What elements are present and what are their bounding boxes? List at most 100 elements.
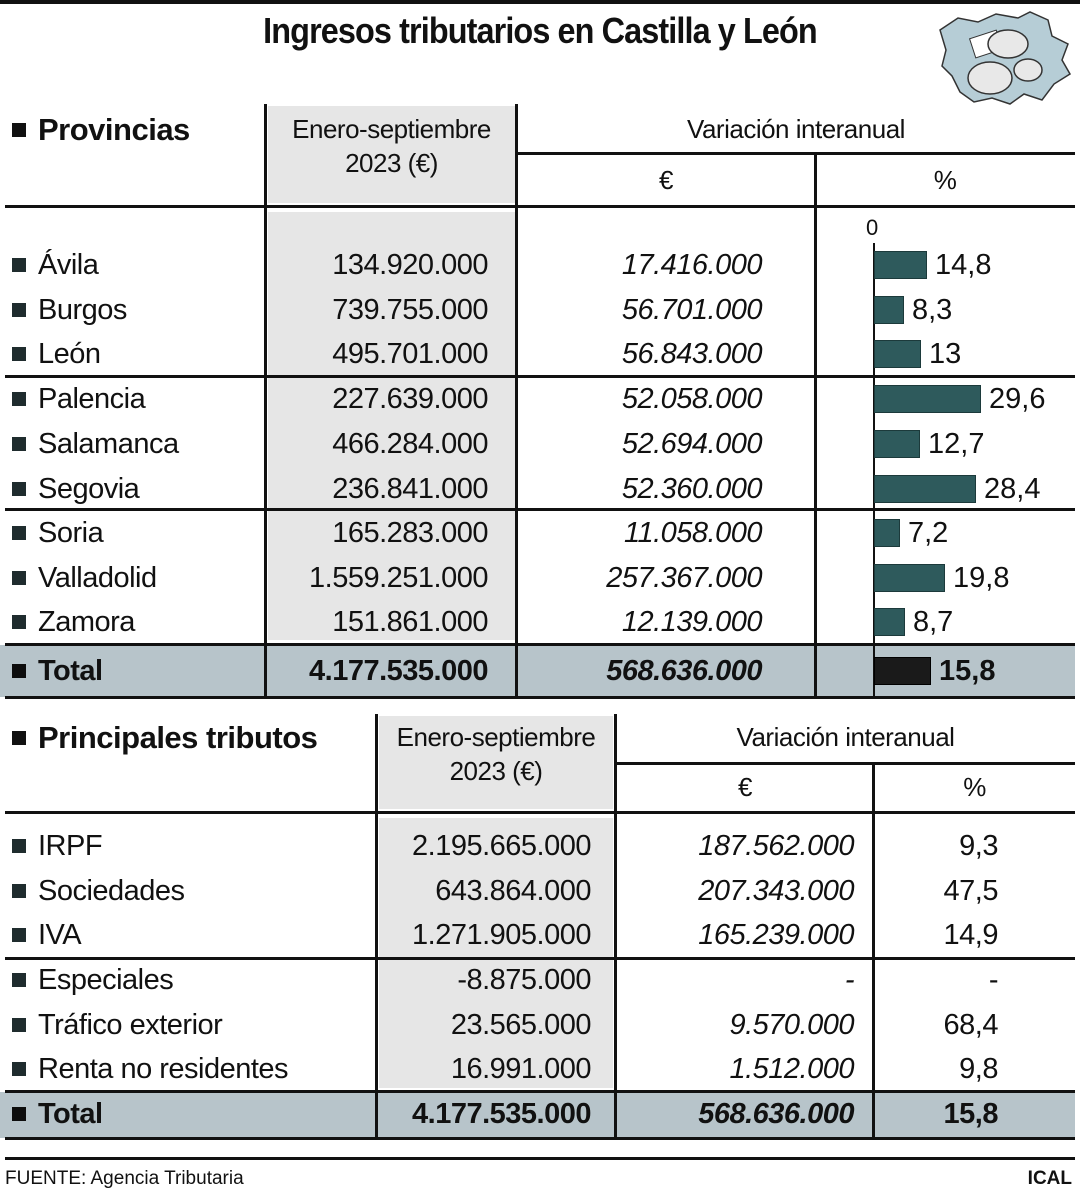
column-divider (515, 104, 518, 699)
section-title-text: Provincias (38, 112, 190, 147)
square-bullet-icon (12, 303, 26, 317)
row-label: IRPF (12, 824, 103, 868)
variation-pct-cell: 68,4 (943, 1009, 999, 1041)
square-bullet-icon (12, 664, 26, 678)
column-divider (264, 104, 267, 699)
variation-pct-cell: - (988, 964, 999, 996)
bar (874, 340, 921, 368)
table-row: Burgos 739.755.000 56.701.000 8,3 (0, 288, 1080, 332)
amount-cell: 495.701.000 (332, 338, 488, 370)
table-row: IVA 1.271.905.000 165.239.000 14,9 (0, 913, 1080, 957)
bar (874, 608, 905, 636)
row-label: Palencia (12, 377, 146, 421)
total-bar (874, 657, 931, 685)
header-rule (5, 811, 1075, 814)
header-rule (5, 205, 1075, 208)
bar (874, 519, 900, 547)
row-label: Total (12, 649, 103, 693)
square-bullet-icon (12, 884, 26, 898)
bar-value-label: 28,4 (984, 473, 1041, 505)
total-variation-pct-cell: 15,8 (943, 1098, 999, 1130)
total-rule (5, 1090, 1075, 1093)
square-bullet-icon (12, 482, 26, 496)
row-label-text: IVA (38, 919, 82, 951)
pct-header: % (933, 165, 957, 195)
row-label-text: Zamora (38, 606, 135, 638)
bottom-rule (5, 1137, 1075, 1140)
amount-cell: -8.875.000 (457, 964, 591, 996)
total-variation-eur-cell: 568.636.000 (698, 1098, 854, 1130)
column-divider (872, 763, 875, 1139)
square-bullet-icon (12, 615, 26, 629)
table-row: Ávila 134.920.000 17.416.000 14,8 (0, 243, 1080, 287)
row-label: IVA (12, 913, 82, 957)
total-rule (5, 643, 1075, 646)
source-note: FUENTE: Agencia Tributaria (5, 1168, 244, 1189)
column-divider (375, 714, 378, 1139)
row-label-text: Tráfico exterior (38, 1009, 223, 1041)
square-bullet-icon (12, 123, 26, 137)
row-label: Sociedades (12, 869, 185, 913)
table-row: Salamanca 466.284.000 52.694.000 12,7 (0, 422, 1080, 466)
square-bullet-icon (12, 258, 26, 272)
period-header-line2: 2023 (€) (449, 756, 543, 786)
section-title-provincias: Provincias (12, 110, 190, 150)
amount-cell: 466.284.000 (332, 428, 488, 460)
bar (874, 430, 920, 458)
total-bar-value-label: 15,8 (939, 655, 996, 687)
credit: ICAL (1027, 1168, 1072, 1189)
section-title-tributos: Principales tributos (12, 718, 318, 758)
amount-cell: 1.271.905.000 (412, 919, 591, 951)
total-variation-eur-cell: 568.636.000 (606, 655, 762, 687)
castilla-leon-map-coins-icon (939, 11, 1072, 105)
bar (874, 475, 976, 503)
axis-zero-label: 0 (866, 215, 879, 240)
row-label-text: Burgos (38, 294, 127, 326)
square-bullet-icon (12, 731, 26, 745)
row-label-text: IRPF (38, 830, 103, 862)
period-header-shade (379, 716, 613, 809)
bar-value-label: 29,6 (989, 383, 1046, 415)
period-header: Enero-septiembre 2023 (€) (379, 720, 613, 788)
column-divider (614, 714, 617, 1139)
variation-eur-cell: 187.562.000 (698, 830, 854, 862)
variation-pct-cell: 14,9 (943, 919, 999, 951)
table-row: Soria 165.283.000 11.058.000 7,2 (0, 511, 1080, 555)
group-rule (5, 957, 1075, 960)
square-bullet-icon (12, 437, 26, 451)
period-header-line2: 2023 (€) (345, 148, 438, 178)
square-bullet-icon (12, 1018, 26, 1032)
column-divider (814, 153, 817, 699)
variation-eur-cell: 17.416.000 (621, 249, 763, 281)
bar (874, 385, 981, 413)
subheader-rule (517, 152, 1075, 155)
variation-eur-cell: 9.570.000 (729, 1009, 854, 1041)
row-label: Ávila (12, 243, 99, 287)
row-label: Zamora (12, 600, 135, 644)
footer-rule (5, 1157, 1075, 1160)
amount-cell: 227.639.000 (332, 383, 488, 415)
variation-eur-cell: 12.139.000 (621, 606, 763, 638)
amount-cell: 2.195.665.000 (412, 830, 591, 862)
variation-pct-cell: 9,8 (959, 1053, 998, 1085)
bar-value-label: 19,8 (953, 562, 1010, 594)
bar-value-label: 8,3 (912, 294, 953, 326)
row-label-text: Renta no residentes (38, 1053, 289, 1085)
period-header-line1: Enero-septiembre (396, 722, 596, 752)
row-label-text: Ávila (38, 249, 99, 281)
period-header-shade (268, 106, 515, 203)
table-row: Sociedades 643.864.000 207.343.000 47,5 (0, 869, 1080, 913)
bar-value-label: 13 (929, 338, 962, 370)
table-row: Tráfico exterior 23.565.000 9.570.000 68,4 (0, 1003, 1080, 1047)
table-row: Especiales -8.875.000 - - (0, 958, 1080, 1002)
bar-value-label: 8,7 (913, 606, 954, 638)
amount-cell: 739.755.000 (332, 294, 488, 326)
table-row: IRPF 2.195.665.000 187.562.000 9,3 (0, 824, 1080, 868)
bar-value-label: 12,7 (928, 428, 985, 460)
top-rule (0, 0, 1080, 4)
row-label: Burgos (12, 288, 127, 332)
row-label-text: Palencia (38, 383, 146, 415)
variation-eur-cell: 52.694.000 (621, 428, 763, 460)
variation-eur-cell: - (844, 964, 855, 996)
square-bullet-icon (12, 1107, 26, 1121)
